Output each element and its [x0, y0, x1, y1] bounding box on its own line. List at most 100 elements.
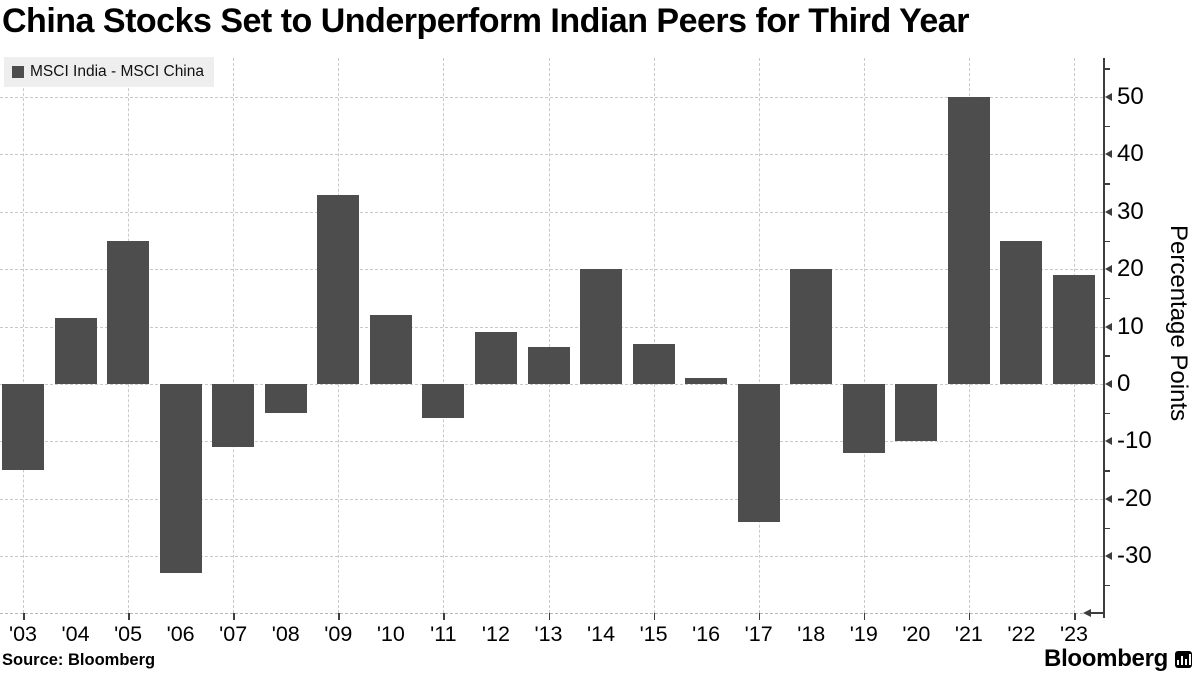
x-tick-label-03: '03: [8, 622, 38, 646]
x-tick-label-05: '05: [114, 622, 143, 646]
chart-title: China Stocks Set to Underperform Indian …: [2, 2, 969, 40]
bloomberg-logo-icon: [1175, 650, 1192, 668]
gridline-h--10: [0, 441, 1103, 443]
gridline-v-17: [758, 58, 760, 613]
x-axis-line: [0, 613, 1103, 614]
x-tick-19: [863, 613, 866, 620]
x-tick-03: [23, 613, 25, 620]
y-axis-label: Percentage Points: [1165, 225, 1192, 422]
y-tick-label-20: 20: [1117, 255, 1144, 283]
y-tick-label-10: 10: [1117, 312, 1144, 340]
legend-swatch-icon: [12, 66, 24, 78]
x-tick-label-06: '06: [166, 622, 195, 646]
y-tick-label-0: 0: [1117, 370, 1131, 397]
y-tick-arrow-50: [1105, 93, 1112, 101]
y-tick-minor--15: [1104, 470, 1110, 472]
y-tick-minor-45: [1104, 125, 1110, 128]
bar-11: [422, 384, 465, 419]
y-tick-minor--25: [1104, 527, 1110, 529]
bar-23: [1053, 274, 1095, 384]
gridline-h-0: [0, 384, 1103, 385]
gridline-v-15: [653, 58, 655, 613]
x-tick-09: [338, 613, 340, 620]
bar-14: [580, 269, 623, 384]
y-tick-arrow-0: [1105, 380, 1112, 388]
bar-05: [107, 240, 150, 384]
bar-18: [790, 269, 833, 384]
y-tick-label-30: 30: [1117, 197, 1144, 225]
y-tick-label--20: -20: [1117, 484, 1152, 512]
bar-10: [369, 315, 412, 384]
gridline-v-13: [548, 58, 550, 613]
gridline-v-07: [233, 58, 235, 613]
x-tick-label-22: '22: [1007, 622, 1036, 646]
bar-04: [54, 317, 97, 384]
x-tick-11: [443, 613, 445, 620]
x-tick-label-19: '19: [849, 622, 878, 646]
legend: MSCI India - MSCI China: [4, 57, 214, 87]
x-tick-label-13: '13: [534, 622, 563, 646]
bar-22: [1000, 240, 1043, 384]
gridline-v-11: [443, 58, 445, 613]
x-tick-label-20: '20: [902, 622, 931, 646]
y-tick-label-50: 50: [1117, 83, 1144, 110]
x-tick-21: [968, 613, 971, 620]
y-tick-label--30: -30: [1117, 542, 1152, 570]
bar-19: [842, 384, 885, 453]
bar-06: [159, 384, 202, 574]
bar-13: [527, 346, 570, 384]
source-text: Source: Bloomberg: [2, 651, 156, 669]
bar-08: [264, 384, 307, 413]
y-axis-line: [1103, 58, 1105, 618]
y-tick-arrow-20: [1105, 265, 1112, 274]
gridline-h-50: [0, 97, 1103, 98]
x-tick-label-08: '08: [271, 622, 300, 646]
y-tick-minor-5: [1104, 355, 1110, 357]
bar-20: [895, 384, 938, 442]
x-tick-07: [233, 613, 235, 620]
x-tick-label-10: '10: [376, 622, 405, 646]
x-tick-17: [758, 613, 761, 620]
bar-21: [947, 97, 990, 384]
x-axis-end-line: [1090, 612, 1104, 614]
y-tick-arrow-10: [1105, 322, 1112, 331]
gridline-v-19: [863, 58, 865, 613]
y-tick-minor-35: [1104, 183, 1110, 185]
x-tick-15: [653, 613, 656, 620]
y-tick-arrow-30: [1105, 207, 1112, 216]
bar-15: [632, 343, 675, 384]
x-tick-label-21: '21: [954, 622, 983, 646]
x-tick-05: [128, 613, 130, 620]
x-tick-label-18: '18: [797, 622, 826, 646]
gridline-h--20: [0, 498, 1103, 500]
y-tick-minor-55: [1104, 68, 1110, 70]
gridline-v-03: [23, 58, 24, 613]
bar-17: [737, 384, 780, 522]
bar-03: [2, 384, 44, 471]
gridline-h-30: [0, 211, 1103, 213]
gridline-h-40: [0, 154, 1103, 156]
y-tick-minor-15: [1104, 297, 1110, 300]
x-tick-label-09: '09: [324, 622, 353, 646]
gridline-h-20: [0, 269, 1103, 271]
bar-09: [317, 194, 360, 384]
y-tick-minor--35: [1104, 584, 1110, 587]
x-axis-end-arrow-icon: [1083, 609, 1091, 617]
legend-label: MSCI India - MSCI China: [30, 63, 204, 80]
y-tick-label--10: -10: [1117, 427, 1152, 455]
gridline-h--30: [0, 556, 1103, 558]
x-tick-label-23: '23: [1059, 622, 1089, 646]
y-tick-minor-25: [1104, 240, 1110, 242]
bloomberg-wordmark: Bloomberg: [1044, 645, 1168, 672]
brand: Bloomberg: [1044, 645, 1192, 673]
y-tick-arrow-40: [1105, 150, 1112, 159]
bar-07: [212, 384, 255, 448]
bar-12: [474, 332, 517, 384]
x-tick-13: [548, 613, 550, 620]
x-tick-label-16: '16: [692, 622, 721, 646]
bar-16: [685, 378, 728, 384]
x-tick-label-11: '11: [430, 622, 457, 646]
x-tick-label-17: '17: [744, 622, 773, 646]
x-tick-label-14: '14: [587, 622, 616, 646]
